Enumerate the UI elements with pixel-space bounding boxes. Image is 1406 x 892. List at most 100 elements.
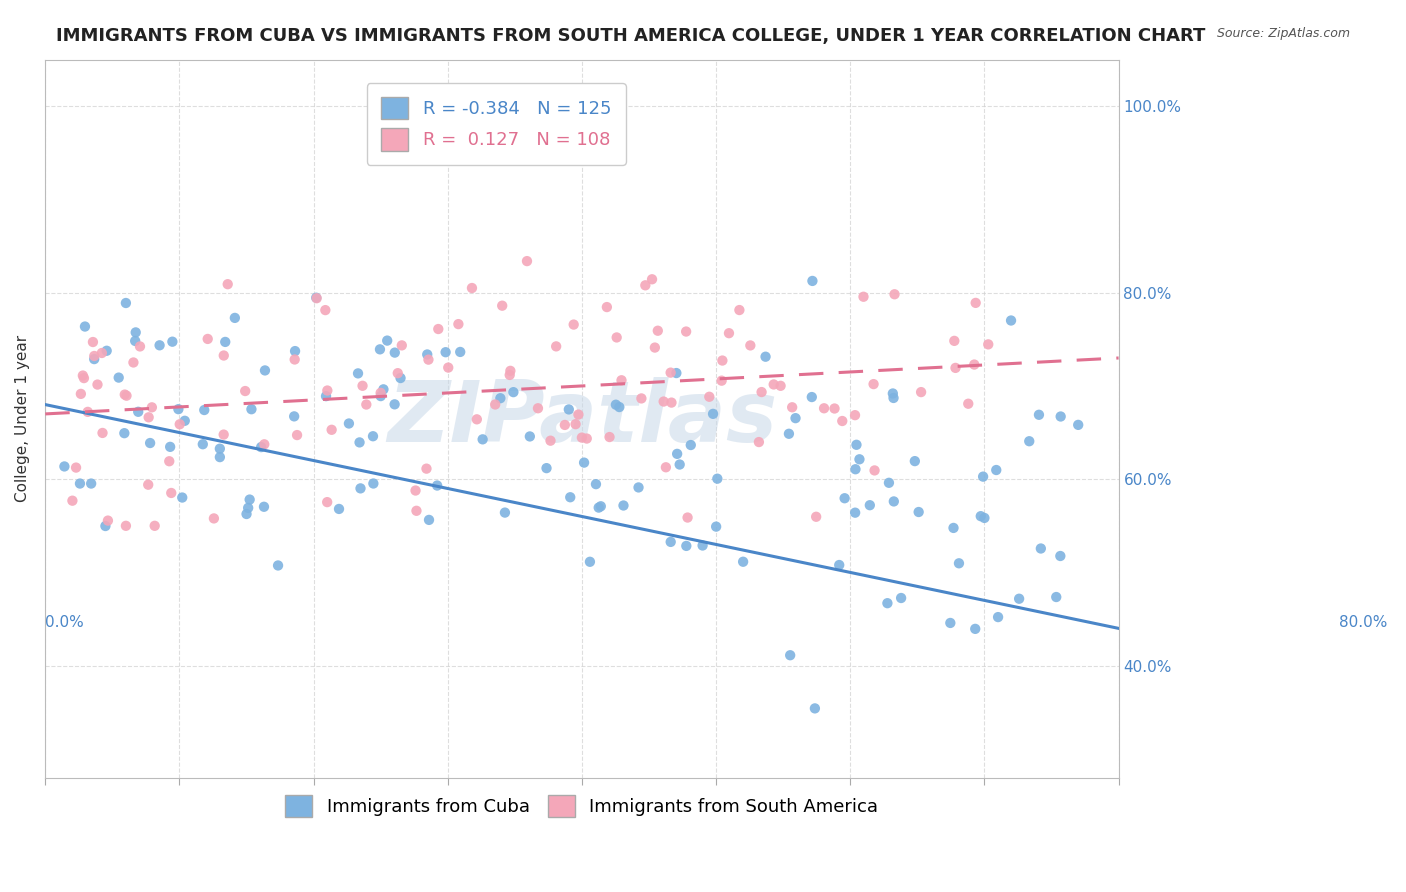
Point	[844, 462, 866, 476]
Point	[138, 410, 160, 425]
Point	[491, 299, 513, 313]
Point	[172, 491, 194, 505]
Point	[668, 458, 690, 472]
Point	[238, 500, 260, 515]
Point	[859, 498, 882, 512]
Point	[1008, 591, 1031, 606]
Point	[1029, 541, 1052, 556]
Point	[239, 492, 262, 507]
Point	[863, 463, 886, 477]
Point	[97, 514, 120, 528]
Point	[804, 701, 827, 715]
Point	[883, 287, 905, 301]
Point	[676, 510, 699, 524]
Point	[665, 366, 688, 380]
Point	[129, 339, 152, 353]
Point	[253, 500, 276, 514]
Point	[173, 414, 195, 428]
Point	[589, 500, 612, 514]
Point	[240, 402, 263, 417]
Point	[675, 539, 697, 553]
Point	[159, 440, 181, 454]
Point	[253, 437, 276, 451]
Point	[389, 371, 412, 385]
Point	[1028, 408, 1050, 422]
Point	[233, 384, 256, 398]
Point	[606, 330, 628, 344]
Point	[728, 303, 751, 318]
Point	[391, 338, 413, 352]
Point	[494, 506, 516, 520]
Point	[762, 377, 785, 392]
Point	[86, 377, 108, 392]
Point	[585, 477, 607, 491]
Point	[314, 303, 336, 318]
Point	[943, 334, 966, 348]
Text: IMMIGRANTS FROM CUBA VS IMMIGRANTS FROM SOUTH AMERICA COLLEGE, UNDER 1 YEAR CORR: IMMIGRANTS FROM CUBA VS IMMIGRANTS FROM …	[56, 27, 1205, 45]
Point	[427, 322, 450, 336]
Point	[824, 401, 846, 416]
Point	[305, 291, 328, 305]
Text: 80.0%: 80.0%	[1339, 615, 1386, 630]
Point	[305, 291, 328, 305]
Point	[112, 426, 135, 441]
Point	[986, 463, 1008, 477]
Text: 0.0%: 0.0%	[45, 615, 84, 630]
Point	[634, 278, 657, 293]
Point	[945, 360, 967, 375]
Point	[415, 461, 437, 475]
Point	[405, 483, 427, 498]
Point	[418, 513, 440, 527]
Point	[800, 390, 823, 404]
Point	[217, 277, 239, 292]
Point	[1049, 409, 1071, 424]
Point	[661, 395, 683, 409]
Point	[599, 430, 621, 444]
Point	[1049, 549, 1071, 563]
Point	[384, 345, 406, 359]
Point	[558, 402, 581, 417]
Point	[740, 338, 762, 352]
Point	[607, 400, 630, 414]
Point	[973, 511, 995, 525]
Point	[167, 402, 190, 417]
Point	[373, 382, 395, 396]
Point	[143, 518, 166, 533]
Point	[801, 274, 824, 288]
Point	[193, 403, 215, 417]
Point	[567, 408, 589, 422]
Point	[630, 392, 652, 406]
Point	[883, 391, 905, 405]
Point	[139, 436, 162, 450]
Point	[813, 401, 835, 416]
Point	[852, 290, 875, 304]
Point	[368, 343, 391, 357]
Point	[115, 518, 138, 533]
Point	[1045, 590, 1067, 604]
Point	[76, 405, 98, 419]
Point	[780, 401, 803, 415]
Point	[437, 360, 460, 375]
Text: Source: ZipAtlas.com: Source: ZipAtlas.com	[1216, 27, 1350, 40]
Point	[321, 423, 343, 437]
Point	[484, 397, 506, 411]
Point	[910, 385, 932, 400]
Point	[804, 509, 827, 524]
Point	[972, 469, 994, 483]
Point	[655, 460, 678, 475]
Point	[284, 352, 307, 367]
Point	[235, 507, 257, 521]
Point	[489, 391, 512, 405]
Point	[554, 417, 576, 432]
Point	[652, 394, 675, 409]
Y-axis label: College, Under 1 year: College, Under 1 year	[15, 335, 30, 502]
Point	[706, 472, 728, 486]
Point	[596, 300, 619, 314]
Point	[748, 435, 770, 450]
Point	[610, 373, 633, 387]
Point	[157, 454, 180, 468]
Point	[212, 349, 235, 363]
Point	[107, 370, 129, 384]
Point	[363, 476, 385, 491]
Point	[844, 506, 866, 520]
